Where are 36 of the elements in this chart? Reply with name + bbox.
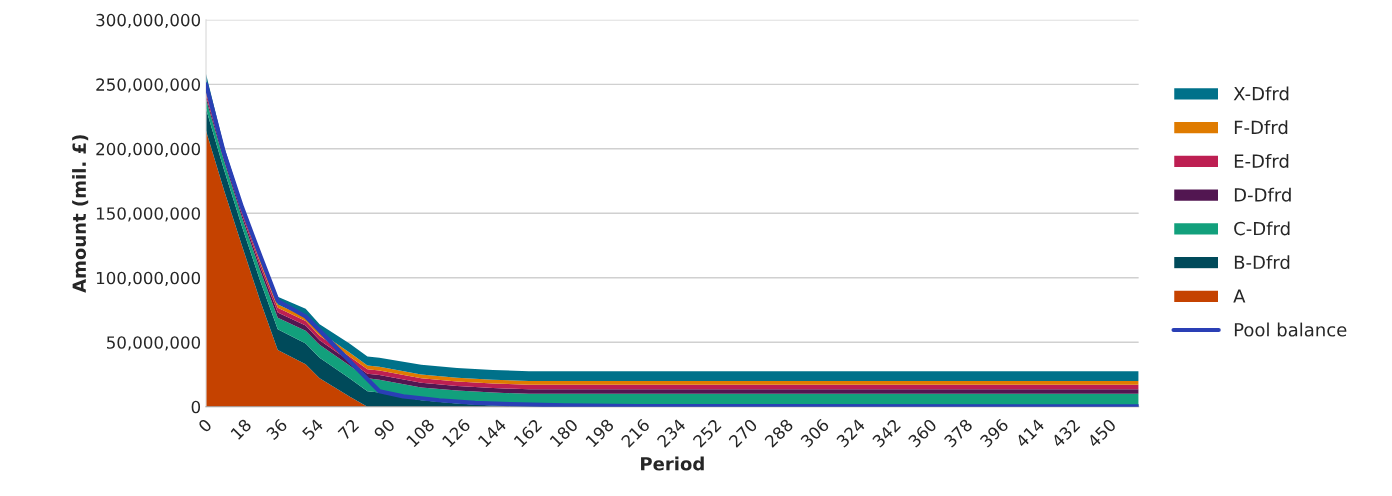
legend-label: C-Dfrd <box>1234 221 1290 236</box>
x-tick-label: 198 <box>585 418 615 448</box>
x-tick-label: 18 <box>230 418 252 440</box>
legend-label: B-Dfrd <box>1234 255 1290 270</box>
legend-label: D-Dfrd <box>1234 187 1291 202</box>
x-tick-label: 72 <box>337 418 360 441</box>
x-tick-label: 252 <box>692 418 722 448</box>
y-tick-label: 300,000,000 <box>96 13 201 29</box>
legend-label: Pool balance <box>1234 322 1347 337</box>
x-axis-title: Period <box>641 456 704 471</box>
y-tick-label: 150,000,000 <box>96 207 201 222</box>
y-tick-label: 50,000,000 <box>107 336 201 351</box>
x-tick-label: 342 <box>871 418 902 448</box>
x-tick-label: 414 <box>1015 418 1045 449</box>
x-tick-label: 54 <box>301 418 324 441</box>
legend-label: E-Dfrd <box>1234 153 1289 168</box>
y-tick-label: 200,000,000 <box>96 142 201 158</box>
x-tick-label: 90 <box>373 418 396 441</box>
y-tick-label: 100,000,000 <box>96 271 201 287</box>
x-tick-label: 162 <box>513 418 543 448</box>
x-tick-label: 144 <box>477 418 507 448</box>
x-tick-label: 450 <box>1086 418 1117 449</box>
x-tick-label: 36 <box>265 418 288 441</box>
x-tick-label: 270 <box>728 418 758 448</box>
y-tick-label: 0 <box>191 400 201 414</box>
x-tick-label: 432 <box>1050 418 1081 449</box>
legend-label: A <box>1233 289 1246 303</box>
y-axis-title: Amount (mil. £) <box>72 135 89 293</box>
x-tick-label: 108 <box>405 418 436 448</box>
x-tick-label: 180 <box>549 418 579 448</box>
x-tick-label: 360 <box>907 418 938 448</box>
legend-label: X-Dfrd <box>1233 86 1289 101</box>
x-tick-label: 0 <box>197 418 213 433</box>
y-tick-label: 250,000,000 <box>96 78 201 93</box>
x-tick-label: 126 <box>441 418 472 448</box>
legend-label: F-Dfrd <box>1234 120 1288 135</box>
